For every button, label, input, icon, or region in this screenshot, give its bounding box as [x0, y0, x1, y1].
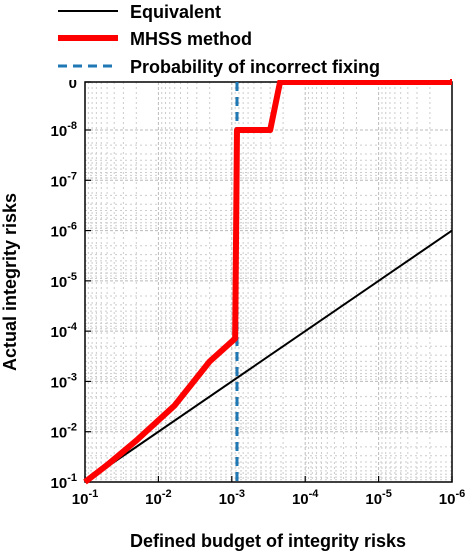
y-tick-exponent: -4	[67, 321, 78, 333]
plot-frame	[84, 81, 453, 483]
y-tick-base: 10	[51, 374, 68, 391]
y-tick-base: 10	[51, 324, 68, 341]
y-tick-label: 10-2	[51, 422, 77, 442]
x-tick-base: 10	[292, 491, 309, 508]
y-tick-label: 10-7	[51, 170, 77, 190]
y-tick-label: 0	[69, 75, 77, 92]
x-tick-label: 10-2	[145, 488, 171, 508]
y-axis-label: Actual integrity risks	[0, 193, 20, 371]
y-tick-label: 10-8	[51, 120, 77, 140]
x-tick-exponent: -2	[162, 488, 172, 500]
y-tick-exponent: -7	[67, 170, 77, 182]
y-tick-base: 10	[51, 173, 68, 190]
series	[83, 79, 453, 485]
x-tick-base: 10	[365, 491, 382, 508]
x-tick-exponent: -5	[382, 488, 392, 500]
y-tick-base: 10	[51, 274, 68, 291]
legend-label-equivalent: Equivalent	[130, 2, 221, 22]
y-tick-label: 10-1	[51, 472, 77, 492]
x-tick-exponent: -6	[455, 488, 465, 500]
x-tick-label: 10-6	[439, 488, 465, 508]
y-tick-exponent: -5	[67, 271, 77, 283]
y-tick-label: 10-3	[51, 371, 77, 391]
legend-label-mhss: MHSS method	[130, 29, 252, 49]
x-tick-exponent: -3	[235, 488, 245, 500]
y-tick-exponent: -2	[67, 422, 77, 434]
y-tick-label: 10-5	[51, 271, 77, 291]
x-tick-label: 10-3	[219, 488, 245, 508]
y-tick-exponent: -3	[67, 371, 77, 383]
x-tick-label: 10-1	[72, 488, 98, 508]
legend-label-incorrect-fixing: Probability of incorrect fixing	[130, 57, 380, 77]
y-tick-label: 10-4	[51, 321, 78, 341]
x-tick-base: 10	[219, 491, 236, 508]
x-axis-label: Defined budget of integrity risks	[130, 531, 406, 551]
x-tick-base: 10	[439, 491, 456, 508]
x-tick-base: 10	[145, 491, 162, 508]
x-tick-label: 10-4	[292, 488, 319, 508]
y-tick-base: 0	[69, 75, 77, 92]
y-tick-base: 10	[51, 123, 68, 140]
y-tick-base: 10	[51, 224, 68, 241]
legend: Equivalent MHSS method Probability of in…	[50, 0, 450, 80]
x-tick-exponent: -4	[309, 488, 320, 500]
axes	[84, 81, 453, 483]
series-line-equivalent	[84, 229, 453, 483]
y-tick-exponent: -6	[67, 221, 77, 233]
grid	[84, 81, 453, 483]
y-tick-base: 10	[51, 425, 68, 442]
y-tick-base: 10	[51, 475, 68, 492]
series-line-mhss	[83, 79, 452, 485]
x-tick-base: 10	[72, 491, 89, 508]
y-tick-exponent: -1	[67, 472, 77, 484]
tick-labels: 10-1 10-2 10-3 10-4 10-5 10-610-110-210-310-4…	[51, 75, 466, 508]
y-tick-exponent: -8	[67, 120, 77, 132]
y-tick-label: 10-6	[51, 221, 77, 241]
x-tick-label: 10-5	[365, 488, 391, 508]
x-tick-exponent: -1	[88, 488, 98, 500]
